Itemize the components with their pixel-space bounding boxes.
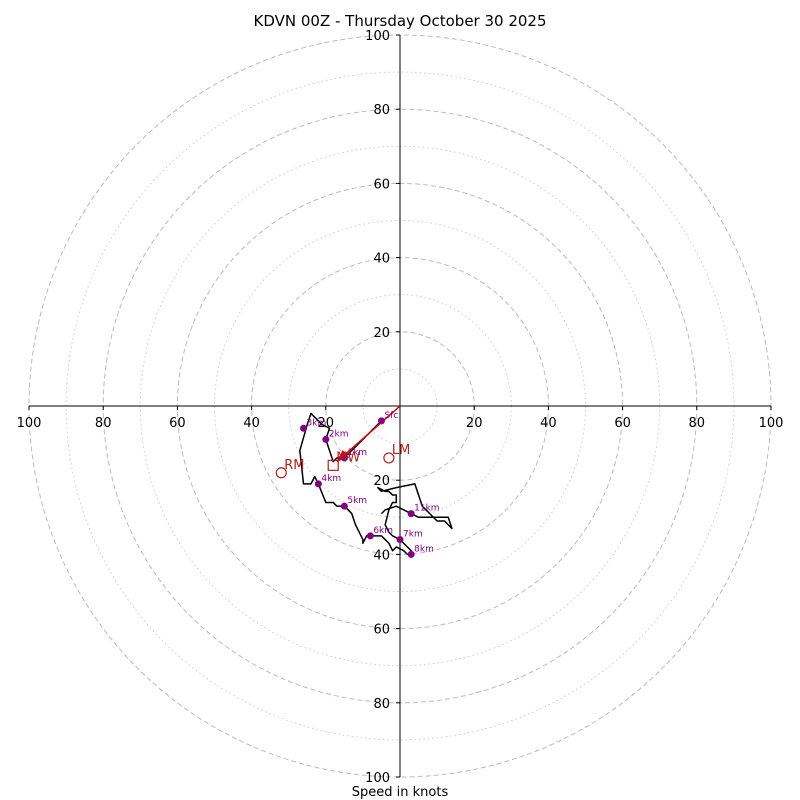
height-marker-label-4km: 4km: [321, 474, 341, 484]
x-tick-label-left-20: 20: [318, 416, 335, 431]
height-marker-label-2km: 2km: [329, 429, 349, 439]
x-tick-label-right-60: 60: [614, 416, 631, 431]
height-marker-label-1km: 1km: [347, 448, 367, 458]
y-tick-label-up-40: 40: [373, 252, 390, 267]
height-marker-dot-8km: [407, 550, 415, 558]
x-tick-label-left-60: 60: [169, 416, 186, 431]
height-marker-label-6km: 6km: [373, 526, 393, 536]
height-marker-dot-2km: [322, 435, 330, 443]
height-marker-dot-4km: [314, 480, 322, 488]
storm-motion-marker-lm: [383, 452, 395, 464]
height-marker-dot-11km: [407, 510, 415, 518]
y-tick-label-down-60: 60: [373, 623, 390, 638]
y-tick-label-up-20: 20: [373, 326, 390, 341]
y-tick-label-up-80: 80: [373, 103, 390, 118]
height-marker-dot-6km: [366, 532, 374, 540]
height-marker-dot-1km: [340, 454, 348, 462]
x-tick-label-left-40: 40: [243, 416, 260, 431]
hodograph-trace-line: [299, 412, 453, 556]
storm-motion-label-lm: LM: [392, 443, 410, 458]
storm-motion-marker-mw: [327, 459, 339, 471]
y-tick-label-down-80: 80: [373, 697, 390, 712]
bulk-shear-vector-line: [336, 405, 401, 463]
storm-motion-group: RM LM MW: [275, 443, 410, 479]
hodograph-trace-group: [299, 412, 453, 556]
height-marker-label-8km: 8km: [414, 544, 434, 554]
y-tick-label-down-40: 40: [373, 548, 390, 563]
tick-label-group: 100 80 60 40 20 20 40 60 80 100 20 40 60 80 100 20 40 60 8…: [17, 29, 784, 786]
x-tick-label-right-80: 80: [689, 416, 706, 431]
height-marker-label-sfc: Sfc: [384, 411, 398, 421]
x-tick-label-right-20: 20: [466, 416, 483, 431]
y-tick-label-up-60: 60: [373, 177, 390, 192]
storm-motion-marker-rm: [275, 467, 287, 479]
y-tick-label-down-100: 100: [365, 771, 390, 786]
height-marker-dot-3km: [300, 424, 308, 432]
x-tick-label-left-100: 100: [17, 416, 42, 431]
height-marker-label-5km: 5km: [347, 496, 367, 506]
height-marker-label-7km: 7km: [403, 530, 423, 540]
height-marker-label-11km: 11km: [414, 504, 439, 514]
storm-motion-label-rm: RM: [284, 458, 304, 473]
storm-motion-label-mw: MW: [336, 450, 360, 465]
chart-title: KDVN 00Z - Thursday October 30 2025: [253, 12, 546, 30]
height-marker-label-3km: 3km: [307, 418, 327, 428]
x-tick-label-right-100: 100: [759, 416, 784, 431]
x-tick-label-right-40: 40: [540, 416, 557, 431]
height-marker-dot-7km: [396, 536, 404, 544]
x-tick-label-left-80: 80: [95, 416, 112, 431]
y-tick-label-up-100: 100: [365, 29, 390, 44]
height-marker-dot-5km: [340, 502, 348, 510]
x-axis-label: Speed in knots: [352, 785, 449, 800]
height-marker-dot-sfc: [377, 417, 385, 425]
y-tick-label-down-20: 20: [373, 474, 390, 489]
